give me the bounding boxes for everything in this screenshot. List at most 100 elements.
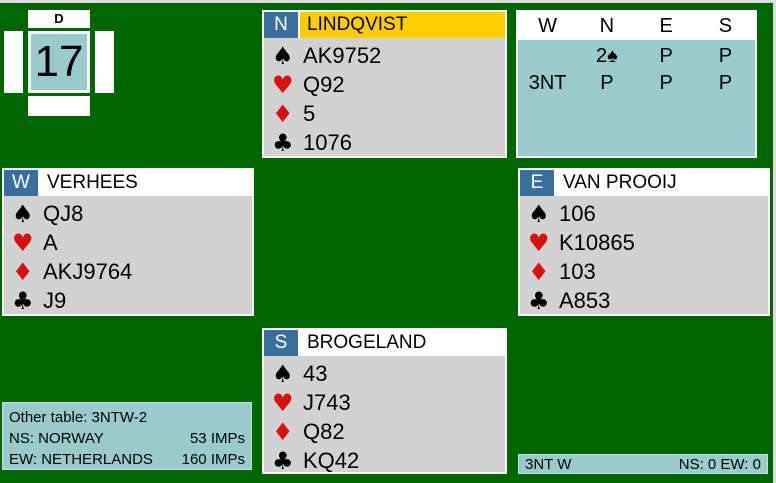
seat-letter-north: N	[264, 12, 298, 38]
hand-panel-south: S BROGELAND ♠ 43 ♥ J743 ♦ Q82 ♣ KQ42	[262, 328, 507, 474]
club-icon: ♣	[12, 286, 34, 315]
club-icon: ♣	[272, 446, 294, 475]
bidding-table: W N E S 2♠ P P 3NT P P P	[516, 10, 757, 158]
bid-cell: P	[718, 45, 733, 67]
hand-north: ♠ AK9752 ♥ Q92 ♦ 5 ♣ 1076	[264, 38, 505, 157]
suit-row-spades: ♠ 106	[528, 199, 768, 228]
suit-row-spades: ♠ 43	[272, 359, 505, 388]
namebar-west: W VERHEES	[4, 170, 252, 196]
bidding-row: 2♠ P P	[518, 43, 755, 70]
hand-panel-east: E VAN PROOIJ ♠ 106 ♥ K10865 ♦ 103 ♣ A853	[518, 168, 770, 316]
spade-icon: ♠	[528, 199, 550, 228]
north-clubs: 1076	[303, 129, 352, 155]
trick-score: NS: 0 EW: 0	[678, 455, 761, 473]
club-icon: ♣	[528, 286, 550, 315]
club-icon: ♣	[272, 128, 294, 157]
south-clubs: KQ42	[303, 447, 360, 473]
suit-row-hearts: ♥ J743	[272, 388, 505, 417]
south-hearts: J743	[303, 389, 351, 415]
east-spades: 106	[559, 200, 596, 226]
north-diamonds: 5	[303, 100, 316, 126]
suit-row-clubs: ♣ J9	[12, 286, 252, 315]
seat-letter-east: E	[520, 170, 554, 196]
suit-row-diamonds: ♦ Q82	[272, 417, 505, 446]
window-border-top	[0, 0, 776, 3]
west-spades: QJ8	[43, 200, 84, 226]
bidding-header: W N E S	[518, 12, 755, 40]
board-number: 17	[28, 31, 90, 93]
hand-east: ♠ 106 ♥ K10865 ♦ 103 ♣ A853	[520, 196, 768, 315]
diamond-icon: ♦	[12, 257, 34, 286]
suit-row-clubs: ♣ KQ42	[272, 446, 505, 475]
vul-box-east	[95, 31, 114, 93]
seat-letter-south: S	[264, 330, 298, 356]
west-diamonds: AKJ9764	[43, 258, 133, 284]
heart-icon: ♥	[12, 228, 34, 257]
spade-icon: ♠	[272, 359, 294, 388]
suit-row-hearts: ♥ Q92	[272, 70, 505, 99]
heart-icon: ♥	[272, 70, 294, 99]
heart-icon: ♥	[528, 228, 550, 257]
spade-icon: ♠	[272, 41, 294, 70]
suit-row-diamonds: ♦ 5	[272, 99, 505, 128]
suit-row-diamonds: ♦ AKJ9764	[12, 257, 252, 286]
north-hearts: Q92	[303, 71, 345, 97]
bid-cell: P	[659, 72, 673, 94]
east-clubs: A853	[559, 287, 611, 313]
bid-cell: P	[718, 72, 733, 94]
east-hearts: K10865	[559, 229, 635, 255]
board-number-text: 17	[34, 37, 84, 86]
contract-status-bar: 3NT W NS: 0 EW: 0	[518, 454, 768, 474]
dealer-indicator-north: D	[28, 10, 90, 28]
match-info-box: Other table: 3NTW-2 NS: NORWAY 53 IMPs E…	[2, 402, 252, 470]
east-diamonds: 103	[559, 258, 596, 284]
hand-panel-north: N LINDQVIST ♠ AK9752 ♥ Q92 ♦ 5 ♣ 1076	[262, 10, 507, 158]
bid-cell: P	[659, 45, 673, 67]
ns-team-name: NS: NORWAY	[9, 430, 104, 447]
bid-cell: 3NT	[528, 72, 567, 94]
namebar-south: S BROGELAND	[264, 330, 505, 356]
player-name-north: LINDQVIST	[300, 12, 505, 38]
ew-score-line: EW: NETHERLANDS 160 IMPs	[9, 449, 245, 470]
bid-column-west: W	[538, 15, 558, 37]
hand-panel-west: W VERHEES ♠ QJ8 ♥ A ♦ AKJ9764 ♣ J9	[2, 168, 254, 316]
window-border-right	[773, 0, 776, 483]
suit-row-clubs: ♣ 1076	[272, 128, 505, 157]
dealer-label: D	[54, 11, 64, 26]
ew-imps: 160 IMPs	[181, 451, 245, 468]
suit-row-spades: ♠ QJ8	[12, 199, 252, 228]
west-hearts: A	[43, 229, 58, 255]
bid-column-north: N	[599, 15, 615, 37]
diamond-icon: ♦	[272, 99, 294, 128]
suit-row-diamonds: ♦ 103	[528, 257, 768, 286]
bid-column-south: S	[718, 15, 733, 37]
current-contract: 3NT W	[525, 455, 572, 473]
ns-imps: 53 IMPs	[189, 430, 245, 447]
vul-box-west	[4, 31, 23, 93]
other-table-result: Other table: 3NTW-2	[9, 409, 148, 426]
diamond-icon: ♦	[528, 257, 550, 286]
hand-south: ♠ 43 ♥ J743 ♦ Q82 ♣ KQ42	[264, 356, 505, 475]
hand-west: ♠ QJ8 ♥ A ♦ AKJ9764 ♣ J9	[4, 196, 252, 315]
namebar-north: N LINDQVIST	[264, 12, 505, 38]
ns-score-line: NS: NORWAY 53 IMPs	[9, 428, 245, 449]
bidding-row: 3NT P P P	[518, 70, 755, 97]
spade-icon: ♠	[12, 199, 34, 228]
south-diamonds: Q82	[303, 418, 345, 444]
suit-row-clubs: ♣ A853	[528, 286, 768, 315]
player-name-west: VERHEES	[40, 170, 252, 196]
suit-row-spades: ♠ AK9752	[272, 41, 505, 70]
bid-cell: P	[600, 72, 614, 94]
bid-cell: 2♠	[596, 45, 618, 67]
south-spades: 43	[303, 360, 328, 386]
seat-letter-west: W	[4, 170, 38, 196]
diamond-icon: ♦	[272, 417, 294, 446]
ew-team-name: EW: NETHERLANDS	[9, 451, 153, 468]
suit-row-hearts: ♥ K10865	[528, 228, 768, 257]
bid-cell	[518, 43, 577, 70]
north-spades: AK9752	[303, 42, 382, 68]
heart-icon: ♥	[272, 388, 294, 417]
bid-column-east: E	[659, 15, 673, 37]
vul-box-south	[28, 96, 90, 116]
west-clubs: J9	[43, 287, 67, 313]
